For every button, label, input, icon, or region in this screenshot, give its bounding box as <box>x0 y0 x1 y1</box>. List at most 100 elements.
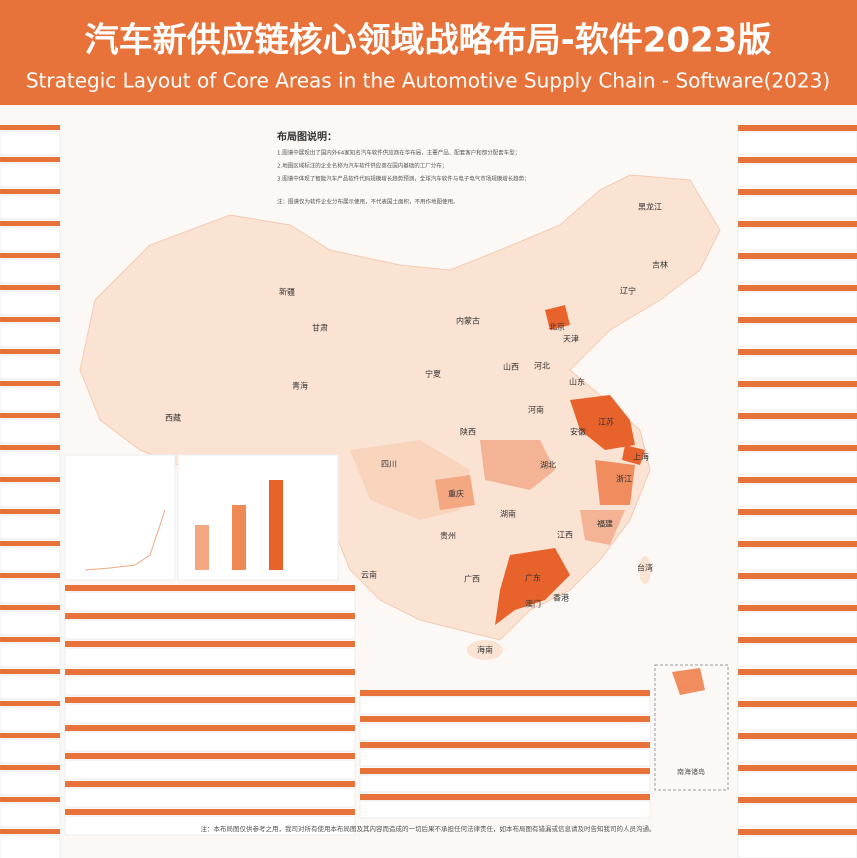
province-label: 甘肃 <box>312 323 328 333</box>
province-label: 西藏 <box>165 413 181 423</box>
table-header <box>65 753 355 759</box>
table-row <box>737 675 857 699</box>
table-header <box>738 509 857 515</box>
table-header <box>360 742 650 748</box>
table-header <box>738 413 857 419</box>
province-label: 安徽 <box>570 427 586 437</box>
table-row <box>737 323 857 347</box>
table-header <box>65 781 355 787</box>
province-label: 北京 <box>549 322 565 332</box>
table-row <box>64 619 356 640</box>
table-header <box>738 541 857 547</box>
table-header <box>738 477 857 483</box>
table-header <box>0 765 60 770</box>
table-row <box>0 482 61 508</box>
region-chongqing <box>435 475 475 510</box>
table-header <box>0 669 60 674</box>
table-row <box>64 815 356 836</box>
province-label: 四川 <box>381 460 397 469</box>
table-row <box>737 451 857 475</box>
table-row <box>737 291 857 315</box>
table-header <box>0 733 60 738</box>
table-row <box>64 759 356 780</box>
province-label: 内蒙古 <box>456 316 480 326</box>
table-row <box>737 483 857 507</box>
region-zhejiang <box>595 460 635 505</box>
table-header <box>0 413 60 418</box>
table-header <box>360 794 650 800</box>
province-label: 江西 <box>557 531 573 540</box>
region-beijing <box>545 305 570 330</box>
table-row <box>0 546 61 572</box>
table-header <box>65 669 355 675</box>
table-header <box>65 725 355 731</box>
table-row <box>0 770 61 796</box>
table-row <box>0 834 61 858</box>
table-header <box>0 829 60 834</box>
table-row <box>64 591 356 612</box>
legend-note: 3.图谱中体现了智能汽车产品软件代码规模增长趋势预测，全球汽车软件与电子电气市场… <box>277 175 530 183</box>
table-header <box>738 829 857 835</box>
table-row <box>737 611 857 635</box>
table-header <box>0 605 60 610</box>
table-header <box>360 716 650 722</box>
title: 汽车新供应链核心领域战略布局-软件2023版 <box>85 21 772 61</box>
table-header <box>738 125 857 131</box>
table-header <box>0 189 60 194</box>
table-row <box>737 131 857 155</box>
table-row <box>0 738 61 764</box>
table-header <box>0 285 60 290</box>
region-guangdong <box>495 548 570 625</box>
table-header <box>738 637 857 643</box>
table-row <box>0 450 61 476</box>
province-label: 陕西 <box>460 427 476 437</box>
province-label: 云南 <box>361 570 377 580</box>
table-row <box>64 731 356 752</box>
table-row <box>737 547 857 571</box>
header-band <box>0 0 857 105</box>
table-row <box>359 696 651 715</box>
table-header <box>65 697 355 703</box>
table-header <box>0 445 60 450</box>
table-row <box>737 835 857 858</box>
province-label: 吉林 <box>652 260 668 270</box>
table-header <box>738 733 857 739</box>
table-header <box>0 797 60 802</box>
inset-label: 南海诸岛 <box>677 767 705 776</box>
table-row <box>0 258 61 284</box>
province-label: 河北 <box>534 361 550 371</box>
table-header <box>738 797 857 803</box>
legend-note: 注：图谱仅为软件企业分布展示使用，不代表国土面积，不用作地图使用。 <box>277 198 459 206</box>
province-label: 湖北 <box>540 461 556 470</box>
taiwan <box>639 556 651 584</box>
table-header <box>0 637 60 642</box>
table-row <box>737 419 857 443</box>
province-label: 海南 <box>477 645 493 655</box>
legend-notes: 1.图谱中展现出了国内外64家知名汽车软件供应商在华布局，主要产品、配套客户和部… <box>277 149 530 206</box>
province-label: 黑龙江 <box>638 202 662 212</box>
province-label: 宁夏 <box>425 369 441 379</box>
province-label: 山东 <box>569 377 585 387</box>
table-header <box>0 221 60 226</box>
table-row <box>0 290 61 316</box>
table-header <box>0 477 60 482</box>
table-header <box>738 669 857 675</box>
table-header <box>738 317 857 323</box>
region-fujian <box>580 510 625 545</box>
table-header <box>738 701 857 707</box>
table-row <box>0 386 61 412</box>
table-header <box>738 381 857 387</box>
province-label: 香港 <box>553 593 569 603</box>
inset-frame <box>654 664 729 791</box>
province-label: 广西 <box>464 574 480 584</box>
table-row <box>0 418 61 444</box>
table-row <box>0 226 61 252</box>
table-row <box>0 802 61 828</box>
chart-panel <box>64 454 176 581</box>
table-row <box>737 259 857 283</box>
table-header <box>65 613 355 619</box>
table-row <box>0 642 61 668</box>
table-header <box>738 573 857 579</box>
